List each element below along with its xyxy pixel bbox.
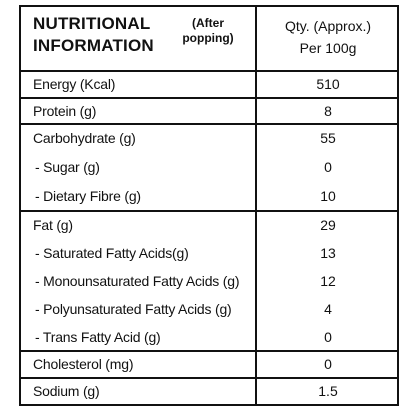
nutrient-value: 0 xyxy=(324,329,332,345)
table-row: Carbohydrate (g) 55 xyxy=(21,126,397,150)
nutrient-value: 0 xyxy=(324,356,332,372)
table-row: - Trans Fatty Acid (g) 0 xyxy=(21,325,397,349)
nutrient-name: - Sugar (g) xyxy=(35,159,100,175)
nutrient-name: Sodium (g) xyxy=(33,383,100,399)
nutrient-value: 8 xyxy=(324,103,332,119)
table-title: NUTRITIONAL INFORMATION xyxy=(33,13,154,57)
table-row: - Polyunsaturated Fatty Acids (g) 4 xyxy=(21,297,397,321)
table-row: - Sugar (g) 0 xyxy=(21,155,397,179)
nutrient-value: 4 xyxy=(324,301,332,317)
row-divider xyxy=(21,123,397,125)
nutrition-table: NUTRITIONAL INFORMATION (After popping) … xyxy=(19,5,399,406)
nutrient-value: 0 xyxy=(324,159,332,175)
row-divider xyxy=(21,377,397,379)
row-divider xyxy=(21,97,397,99)
nutrient-name: Protein (g) xyxy=(33,103,97,119)
nutrient-value: 55 xyxy=(320,130,336,146)
note-line-1: (After xyxy=(192,16,224,30)
table-row: Energy (Kcal) 510 xyxy=(21,72,397,96)
nutrient-name: - Polyunsaturated Fatty Acids (g) xyxy=(35,301,232,317)
nutrient-name: Fat (g) xyxy=(33,217,73,233)
table-row: Fat (g) 29 xyxy=(21,213,397,237)
note-line-2: popping) xyxy=(182,31,234,45)
nutrient-name: Energy (Kcal) xyxy=(33,76,116,92)
nutrient-value: 29 xyxy=(320,217,336,233)
nutrient-name: - Saturated Fatty Acids(g) xyxy=(35,245,189,261)
row-divider xyxy=(21,350,397,352)
title-line-2: INFORMATION xyxy=(33,36,154,55)
nutrient-value: 10 xyxy=(320,188,336,204)
nutrient-value: 1.5 xyxy=(318,383,338,399)
nutrient-name: Cholesterol (mg) xyxy=(33,356,134,372)
row-divider xyxy=(21,210,397,212)
column-divider xyxy=(255,7,257,404)
qty-line-1: Qty. (Approx.) xyxy=(284,18,372,34)
nutrient-name: - Dietary Fibre (g) xyxy=(35,188,141,204)
nutrient-value: 510 xyxy=(316,76,340,92)
nutrient-value: 12 xyxy=(320,273,336,289)
table-row: - Dietary Fibre (g) 10 xyxy=(21,184,397,208)
nutrient-name: - Trans Fatty Acid (g) xyxy=(35,329,161,345)
preparation-note: (After popping) xyxy=(173,16,243,46)
nutrient-name: - Monounsaturated Fatty Acids (g) xyxy=(35,273,240,289)
table-row: Protein (g) 8 xyxy=(21,99,397,123)
qty-line-2: Per 100g xyxy=(299,40,357,56)
nutrient-name: Carbohydrate (g) xyxy=(33,130,136,146)
nutrient-value: 13 xyxy=(320,245,336,261)
quantity-header: Qty. (Approx.) Per 100g xyxy=(257,15,399,59)
table-row: - Monounsaturated Fatty Acids (g) 12 xyxy=(21,269,397,293)
header-divider xyxy=(21,70,397,72)
table-row: - Saturated Fatty Acids(g) 13 xyxy=(21,241,397,265)
title-line-1: NUTRITIONAL xyxy=(33,14,151,33)
table-row: Sodium (g) 1.5 xyxy=(21,379,397,403)
table-row: Cholesterol (mg) 0 xyxy=(21,352,397,376)
